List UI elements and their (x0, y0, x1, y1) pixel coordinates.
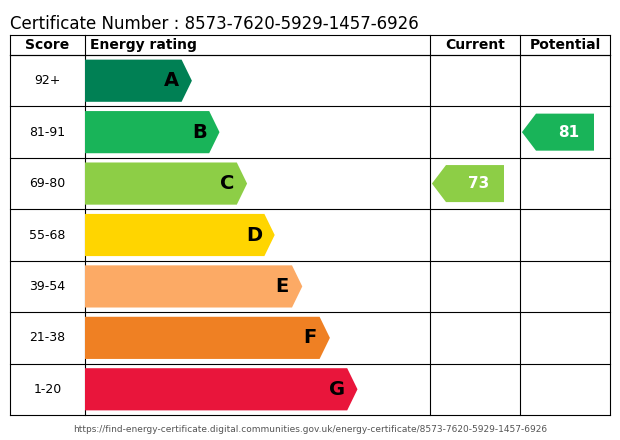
Text: Current: Current (445, 38, 505, 52)
Polygon shape (85, 60, 192, 102)
Text: 21-38: 21-38 (29, 331, 66, 345)
Text: Score: Score (25, 38, 69, 52)
Text: C: C (219, 174, 234, 193)
Text: 81-91: 81-91 (29, 126, 66, 139)
Polygon shape (85, 317, 330, 359)
Text: Energy rating: Energy rating (90, 38, 197, 52)
Polygon shape (85, 214, 275, 256)
Polygon shape (85, 368, 358, 411)
Text: E: E (275, 277, 289, 296)
Text: G: G (329, 380, 345, 399)
Text: 69-80: 69-80 (29, 177, 66, 190)
Text: D: D (246, 225, 262, 245)
Polygon shape (522, 114, 594, 150)
Text: B: B (192, 123, 206, 142)
Text: 92+: 92+ (34, 74, 61, 87)
Text: Potential: Potential (529, 38, 601, 52)
Polygon shape (85, 111, 219, 153)
Polygon shape (85, 162, 247, 205)
Polygon shape (432, 165, 504, 202)
Polygon shape (85, 265, 303, 308)
Text: 55-68: 55-68 (29, 228, 66, 242)
Text: https://find-energy-certificate.digital.communities.gov.uk/energy-certificate/85: https://find-energy-certificate.digital.… (73, 425, 547, 434)
Text: 39-54: 39-54 (29, 280, 66, 293)
Text: 73: 73 (468, 176, 490, 191)
Text: 81: 81 (559, 125, 580, 139)
Text: 1-20: 1-20 (33, 383, 61, 396)
Text: A: A (164, 71, 179, 90)
Text: Certificate Number : 8573-7620-5929-1457-6926: Certificate Number : 8573-7620-5929-1457… (10, 15, 419, 33)
Text: F: F (303, 328, 316, 347)
